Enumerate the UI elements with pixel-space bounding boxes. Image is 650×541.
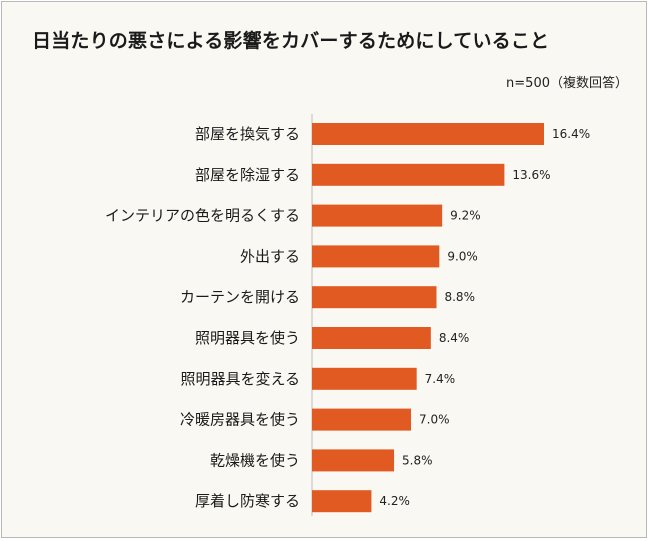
bar [312,367,417,390]
bar [312,449,395,472]
bar [312,123,544,145]
chart-title: 日当たりの悪さによる影響をカバーするためにしていること [32,30,550,52]
category-label: 外出する [240,247,300,265]
category-label: 照明器具を変える [180,370,300,388]
bar [312,490,372,513]
sample-size-note: n=500（複数回答） [506,76,628,91]
bar [312,204,443,227]
value-label: 7.0% [419,413,450,427]
bar [312,286,437,309]
value-label: 7.4% [425,372,456,386]
bar [312,327,431,349]
bar [312,245,440,268]
category-label: 厚着し防寒する [195,492,300,510]
category-label: カーテンを開ける [180,288,300,306]
value-label: 13.6% [512,168,550,182]
bar [312,163,505,186]
category-label: 冷暖房器具を使う [180,411,300,429]
value-label: 8.4% [439,331,470,345]
value-label: 9.0% [447,249,478,263]
bar [312,408,412,431]
value-label: 8.8% [444,290,475,304]
category-label: 乾燥機を使う [210,451,300,469]
category-label: 照明器具を使う [195,329,300,347]
category-label: 部屋を換気する [195,125,300,143]
value-label: 16.4% [552,127,590,141]
value-label: 5.8% [402,453,433,467]
value-label: 9.2% [450,209,481,223]
category-label: 部屋を除湿する [195,166,300,184]
category-label: インテリアの色を明るくする [105,207,300,225]
value-label: 4.2% [379,494,410,508]
